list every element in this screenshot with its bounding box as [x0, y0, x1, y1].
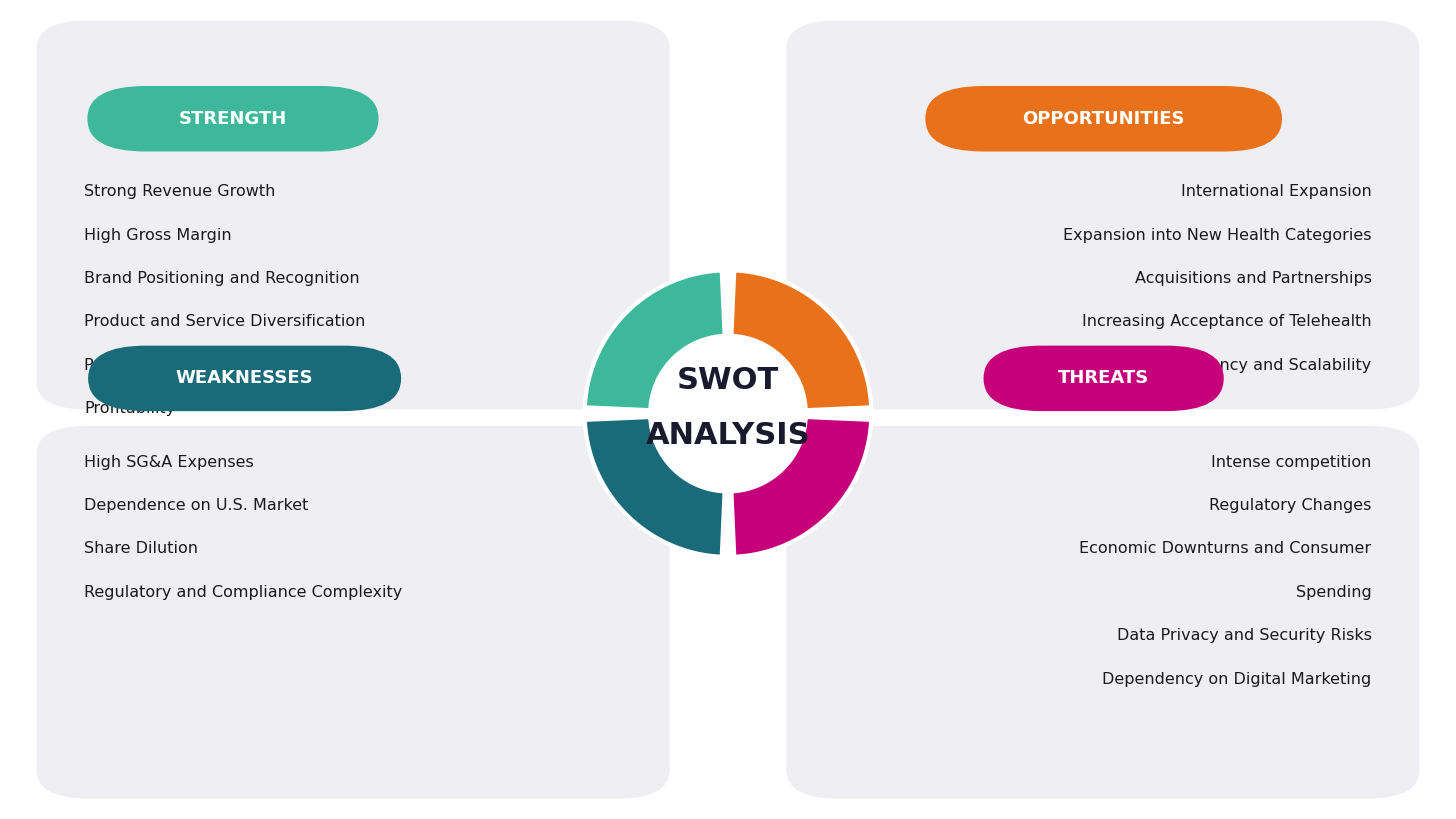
Text: WEAKNESSES: WEAKNESSES [176, 369, 313, 387]
Text: Intense competition: Intense competition [1211, 455, 1372, 469]
Ellipse shape [651, 336, 805, 491]
Text: High Gross Margin: High Gross Margin [84, 228, 232, 242]
FancyBboxPatch shape [89, 346, 402, 411]
Text: International Expansion: International Expansion [1181, 184, 1372, 199]
Text: Product and Service Diversification: Product and Service Diversification [84, 314, 365, 329]
Text: OPPORTUNITIES: OPPORTUNITIES [1022, 110, 1185, 128]
Text: Increasing Acceptance of Telehealth: Increasing Acceptance of Telehealth [1082, 314, 1372, 329]
Text: Expansion into New Health Categories: Expansion into New Health Categories [1063, 228, 1372, 242]
Text: Brand Positioning and Recognition: Brand Positioning and Recognition [84, 271, 360, 286]
FancyBboxPatch shape [926, 86, 1283, 152]
Text: STRENGTH: STRENGTH [179, 110, 287, 128]
Text: Dependency on Digital Marketing: Dependency on Digital Marketing [1102, 672, 1372, 686]
FancyBboxPatch shape [87, 86, 379, 152]
Text: Economic Downturns and Consumer: Economic Downturns and Consumer [1079, 541, 1372, 556]
Text: Data Privacy and Security Risks: Data Privacy and Security Risks [1117, 628, 1372, 643]
FancyBboxPatch shape [984, 346, 1224, 411]
Text: Regulatory and Compliance Complexity: Regulatory and Compliance Complexity [84, 585, 403, 600]
Text: Profitability: Profitability [84, 401, 176, 416]
Polygon shape [731, 270, 871, 410]
FancyBboxPatch shape [786, 426, 1420, 799]
Text: Share Dilution: Share Dilution [84, 541, 198, 556]
Polygon shape [585, 417, 725, 557]
Text: Spending: Spending [1296, 585, 1372, 600]
Text: THREATS: THREATS [1059, 369, 1149, 387]
Text: High SG&A Expenses: High SG&A Expenses [84, 455, 255, 469]
Text: Cost Efficiency and Scalability: Cost Efficiency and Scalability [1130, 358, 1372, 373]
Text: SWOT: SWOT [677, 366, 779, 396]
FancyBboxPatch shape [36, 426, 670, 799]
Text: Regulatory Changes: Regulatory Changes [1208, 498, 1372, 513]
Text: Strong Revenue Growth: Strong Revenue Growth [84, 184, 275, 199]
Text: Positive Free Cash Flow and Recent: Positive Free Cash Flow and Recent [84, 358, 368, 373]
Polygon shape [585, 270, 725, 410]
Text: Acquisitions and Partnerships: Acquisitions and Partnerships [1134, 271, 1372, 286]
Polygon shape [731, 417, 871, 557]
FancyBboxPatch shape [36, 20, 670, 410]
FancyBboxPatch shape [786, 20, 1420, 410]
Text: Dependence on U.S. Market: Dependence on U.S. Market [84, 498, 309, 513]
Text: ANALYSIS: ANALYSIS [645, 421, 811, 450]
